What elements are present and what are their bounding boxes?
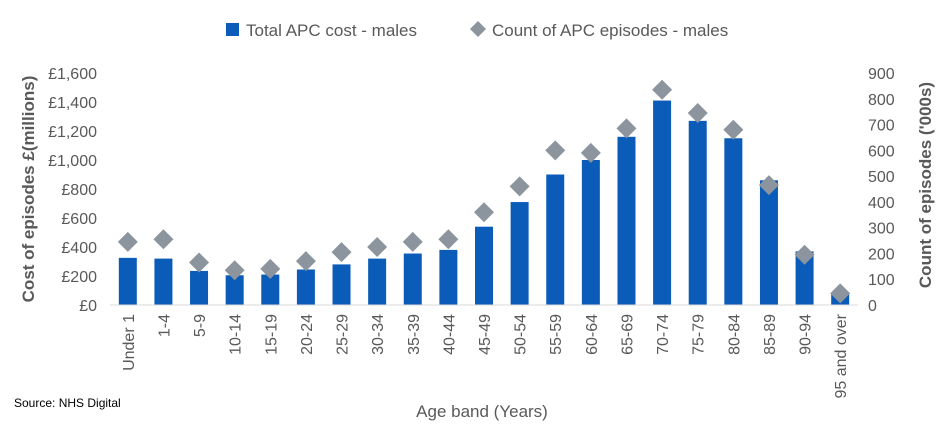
- x-tick-label: 70-74: [655, 314, 672, 355]
- bar: [617, 136, 636, 305]
- episode-marker: [830, 283, 851, 304]
- bar: [688, 120, 707, 305]
- y2-axis-title: Count of episodes ('000s): [916, 82, 935, 288]
- bar: [296, 269, 315, 305]
- right-axis-ticks: 0 100 200 300 400 500 600 700 800 900: [868, 66, 895, 315]
- bar: [724, 138, 743, 305]
- x-tick-label: 60-64: [584, 314, 601, 355]
- x-tick-label: 80-84: [726, 314, 743, 355]
- bar: [332, 264, 351, 305]
- bar: [190, 270, 209, 305]
- episode-marker: [224, 260, 245, 281]
- bar: [118, 257, 137, 305]
- y-tick-label: £200: [61, 269, 97, 286]
- x-tick-label: 10-14: [228, 314, 245, 355]
- episode-marker: [616, 118, 637, 139]
- y2-tick-label: 0: [868, 298, 877, 315]
- y2-tick-label: 700: [868, 118, 895, 135]
- bar: [154, 258, 173, 305]
- bar: [759, 180, 778, 305]
- bar: [403, 253, 422, 305]
- marker-series: [117, 79, 851, 304]
- y2-tick-label: 200: [868, 246, 895, 263]
- episode-marker: [509, 176, 530, 197]
- x-tick-label: 45-49: [477, 314, 494, 355]
- episode-marker: [189, 252, 210, 273]
- y-tick-label: £800: [61, 182, 97, 199]
- bar: [546, 174, 565, 305]
- x-tick-label: 90-94: [798, 314, 815, 355]
- x-tick-label: 15-19: [263, 314, 280, 355]
- x-tick-label: 50-54: [513, 314, 530, 355]
- bar: [795, 251, 814, 305]
- y-axis-title: Cost of episodes £(millions): [19, 76, 38, 303]
- bar: [439, 249, 458, 305]
- episode-marker: [723, 119, 744, 140]
- legend-bar-label: Total APC cost - males: [246, 21, 417, 40]
- episode-marker: [438, 229, 459, 250]
- legend: Total APC cost - males Count of APC epis…: [226, 21, 728, 40]
- x-tick-label: 65-69: [619, 314, 636, 355]
- x-tick-label: 55-59: [548, 314, 565, 355]
- bar: [653, 100, 672, 305]
- x-tick-label: 95 and over: [833, 313, 850, 398]
- episode-marker: [580, 142, 601, 163]
- y-tick-label: £1,200: [48, 124, 97, 141]
- y2-tick-label: 900: [868, 66, 895, 83]
- x-tick-label: 25-29: [335, 314, 352, 355]
- legend-marker-label: Count of APC episodes - males: [492, 21, 728, 40]
- x-tick-label: 30-34: [370, 314, 387, 355]
- episode-marker: [260, 258, 281, 279]
- legend-bar-swatch: [226, 23, 239, 36]
- legend-marker-swatch: [470, 21, 486, 37]
- bar: [510, 202, 529, 305]
- episode-marker: [474, 202, 494, 223]
- bar: [225, 275, 244, 305]
- x-tick-label: 35-39: [406, 314, 423, 355]
- episode-marker: [758, 175, 779, 196]
- x-tick-label: 1-4: [156, 314, 173, 337]
- episode-marker: [687, 102, 708, 123]
- x-tick-label: 40-44: [441, 314, 458, 355]
- bar-series: [118, 100, 850, 305]
- bar: [261, 274, 280, 305]
- y2-tick-label: 300: [868, 221, 895, 238]
- episode-marker: [153, 229, 174, 250]
- y2-tick-label: 800: [868, 92, 895, 109]
- y-tick-label: £1,000: [48, 153, 97, 170]
- y-tick-label: £400: [61, 240, 97, 257]
- x-tick-label: 85-89: [762, 314, 779, 355]
- episode-marker: [652, 79, 673, 100]
- episode-marker: [117, 231, 138, 252]
- x-tick-label: 20-24: [299, 314, 316, 355]
- bar: [368, 258, 387, 305]
- episode-marker: [295, 251, 316, 272]
- episode-marker: [545, 140, 566, 161]
- left-axis-ticks: £0 £200 £400 £600 £800 £1,000 £1,200 £1,400 £1,6…: [48, 66, 97, 315]
- y2-tick-label: 400: [868, 195, 895, 212]
- y-tick-label: £600: [61, 211, 97, 228]
- bar: [475, 226, 493, 305]
- bar: [581, 160, 600, 305]
- x-tick-label: Under 1: [121, 314, 138, 371]
- episode-marker: [331, 242, 352, 263]
- x-tick-label: 75-79: [691, 314, 708, 355]
- y-tick-label: £1,600: [48, 66, 97, 83]
- y-tick-label: £1,400: [48, 95, 97, 112]
- y2-tick-label: 600: [868, 143, 895, 160]
- y2-tick-label: 500: [868, 169, 895, 186]
- x-tick-label: 5-9: [192, 314, 209, 337]
- x-axis-title: Age band (Years): [416, 402, 548, 421]
- y2-tick-label: 100: [868, 272, 895, 289]
- episode-marker: [402, 231, 423, 252]
- source-note: Source: NHS Digital: [14, 396, 121, 410]
- y-tick-label: £0: [79, 298, 97, 315]
- episode-marker: [367, 237, 388, 257]
- episode-marker: [794, 244, 815, 265]
- x-axis-ticks: Under 1 1-4 5-9 10-14 15-19 20-24 25-29 30-34 35…: [121, 313, 850, 398]
